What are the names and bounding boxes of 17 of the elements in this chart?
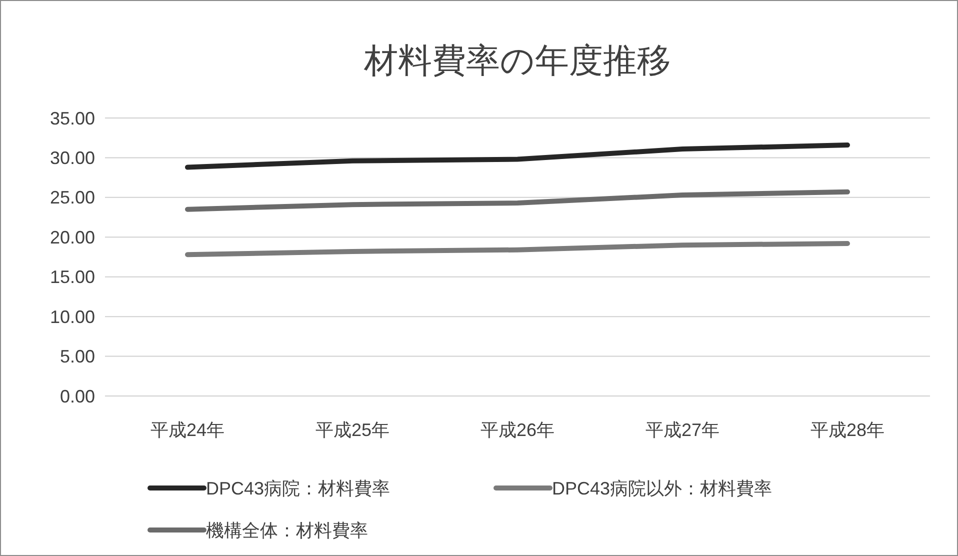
y-tick-label: 30.00 bbox=[50, 148, 95, 168]
y-tick-label: 35.00 bbox=[50, 108, 95, 128]
legend-label: DPC43病院以外：材料費率 bbox=[552, 478, 772, 498]
x-tick-label: 平成25年 bbox=[315, 420, 390, 440]
y-tick-label: 15.00 bbox=[50, 267, 95, 288]
legend-label: 機構全体：材料費率 bbox=[206, 520, 368, 540]
y-tick-label: 5.00 bbox=[60, 346, 95, 367]
x-tick-label: 平成24年 bbox=[150, 420, 225, 440]
x-tick-label: 平成26年 bbox=[480, 420, 555, 440]
y-tick-label: 10.00 bbox=[50, 306, 95, 327]
legend-label: DPC43病院：材料費率 bbox=[206, 478, 390, 498]
x-tick-label: 平成27年 bbox=[645, 420, 720, 440]
chart-title: 材料費率の年度推移 bbox=[363, 42, 671, 80]
y-tick-label: 0.00 bbox=[60, 386, 95, 406]
x-tick-label: 平成28年 bbox=[810, 420, 885, 440]
y-tick-label: 20.00 bbox=[50, 227, 95, 248]
y-tick-label: 25.00 bbox=[50, 188, 95, 208]
